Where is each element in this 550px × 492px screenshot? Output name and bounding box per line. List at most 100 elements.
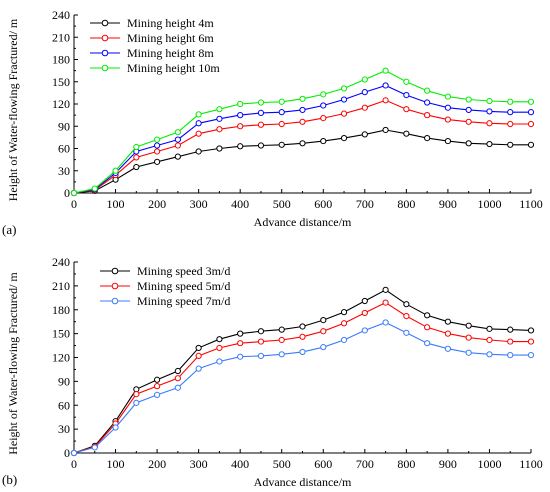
data-point [237, 330, 244, 337]
data-point [70, 189, 78, 197]
x-tick-label: 700 [356, 457, 374, 471]
series-line [73, 129, 531, 194]
legend-label: Mining height 8m [127, 46, 214, 60]
data-point [299, 333, 306, 340]
data-point [174, 384, 181, 391]
data-point [486, 97, 493, 105]
data-point [257, 99, 265, 106]
data-point [382, 286, 389, 293]
x-tick-label: 200 [148, 197, 166, 211]
data-point [340, 336, 348, 344]
data-point [133, 391, 140, 398]
data-point [257, 142, 265, 149]
data-point [465, 322, 472, 329]
data-point [424, 135, 431, 142]
chart-panel-a: 0 100 200 300 400 500 600 700 800 900 1000 1100 0 30 6… [2, 8, 543, 237]
data-point [527, 109, 535, 116]
series-line [73, 69, 531, 194]
data-point [444, 116, 452, 123]
data-point [278, 141, 285, 148]
data-point [465, 140, 472, 147]
data-point [257, 121, 265, 128]
data-point [320, 114, 327, 122]
series-line [73, 99, 531, 194]
y-tick-label: 180 [52, 53, 70, 67]
data-point [174, 136, 181, 143]
y-tick-label: 90 [58, 119, 70, 133]
data-point [299, 140, 306, 147]
panel-label: (b) [2, 472, 17, 487]
data-point [70, 449, 78, 457]
legend-marker [111, 267, 119, 275]
x-tick-label: 900 [439, 197, 457, 211]
data-point [216, 106, 223, 113]
data-point [299, 323, 306, 330]
data-point [507, 109, 514, 116]
y-tick-label: 210 [52, 279, 70, 293]
data-point [507, 338, 514, 345]
x-tick-label: 0 [71, 197, 77, 211]
x-tick-label: 500 [273, 457, 291, 471]
data-point [299, 95, 306, 102]
y-tick-label: 30 [58, 164, 70, 178]
data-point [361, 297, 368, 305]
y-axis-title: Height of Water-flowing Fractured/ m [6, 18, 20, 201]
x-tick-label: 600 [314, 457, 332, 471]
data-point [257, 328, 265, 335]
data-point [195, 344, 202, 352]
series-line [73, 289, 532, 454]
legend-label: Mining speed 7m/d [137, 294, 230, 308]
x-tick-label: 800 [397, 197, 415, 211]
y-tick-label: 210 [52, 30, 70, 44]
data-point [153, 142, 161, 149]
legend-marker [111, 297, 119, 305]
series-1 [70, 286, 535, 457]
data-point [424, 87, 431, 94]
series-2 [70, 97, 535, 197]
data-point [299, 106, 306, 114]
data-point [320, 102, 327, 109]
data-point [133, 143, 140, 151]
legend-marker [111, 282, 119, 290]
data-point [195, 148, 202, 155]
data-point [527, 98, 535, 105]
data-point [361, 131, 368, 138]
data-point [424, 312, 431, 319]
data-point [403, 92, 410, 99]
data-point [278, 98, 285, 105]
data-point [444, 345, 452, 352]
x-tick-label: 500 [273, 197, 291, 211]
y-tick-label: 0 [64, 186, 70, 200]
data-point [91, 185, 98, 192]
y-tick-label: 60 [58, 398, 70, 412]
x-tick-label: 1000 [477, 197, 501, 211]
data-point [278, 336, 285, 344]
data-point [153, 376, 161, 383]
data-point [112, 424, 119, 431]
x-tick-label: 100 [107, 457, 125, 471]
data-point [340, 320, 348, 327]
x-tick-label: 100 [107, 197, 125, 211]
data-point [112, 167, 119, 174]
data-point [527, 338, 535, 345]
panel-label: (a) [2, 222, 16, 237]
data-point [444, 318, 452, 325]
data-point [278, 120, 285, 128]
data-point [195, 120, 202, 127]
y-tick-label: 30 [58, 422, 70, 436]
data-point [486, 336, 493, 344]
data-point [320, 344, 327, 351]
data-point [299, 118, 306, 125]
x-tick-label: 1000 [477, 457, 501, 471]
x-tick-label: 300 [190, 197, 208, 211]
x-tick-label: 200 [148, 457, 166, 471]
data-point [340, 309, 348, 316]
data-point [424, 324, 431, 331]
y-tick-label: 0 [64, 446, 70, 460]
data-point [444, 330, 452, 337]
legend-marker [101, 34, 109, 42]
data-point [403, 78, 410, 85]
y-tick-label: 90 [58, 374, 70, 388]
y-tick-label: 150 [52, 75, 70, 89]
